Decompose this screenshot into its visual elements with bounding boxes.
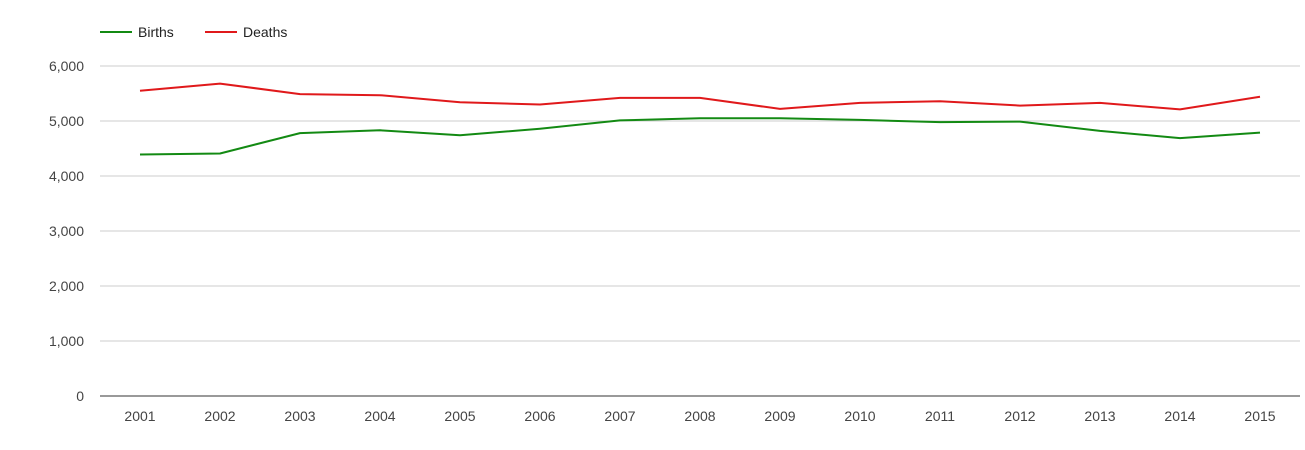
series-line-births (139, 117, 1261, 156)
legend-label-births: Births (138, 24, 174, 40)
legend-label-deaths: Deaths (243, 24, 287, 40)
x-tick-label: 2004 (364, 408, 395, 424)
y-tick-label: 5,000 (49, 113, 84, 129)
x-tick-label: 2012 (1004, 408, 1035, 424)
series-lines (139, 82, 1261, 156)
axes: 0 1,000 2,000 3,000 4,000 5,000 6,000 2001 2002 2… (49, 58, 1300, 424)
y-tick-label: 4,000 (49, 168, 84, 184)
legend: Births Deaths (100, 24, 287, 40)
x-tick-label: 2006 (524, 408, 555, 424)
gridlines (100, 65, 1300, 342)
x-tick-label: 2014 (1164, 408, 1195, 424)
series-line-deaths (139, 82, 1261, 111)
x-tick-label: 2008 (684, 408, 715, 424)
y-tick-label: 3,000 (49, 223, 84, 239)
x-tick-label: 2011 (925, 408, 955, 424)
y-tick-label: 1,000 (49, 333, 84, 349)
y-tick-label: 6,000 (49, 58, 84, 74)
x-tick-label: 2007 (604, 408, 635, 424)
x-tick-label: 2002 (204, 408, 235, 424)
y-tick-label: 0 (76, 388, 84, 404)
x-tick-label: 2009 (764, 408, 795, 424)
x-tick-label: 2001 (124, 408, 155, 424)
x-tick-label: 2015 (1244, 408, 1275, 424)
x-tick-label: 2005 (444, 408, 475, 424)
x-tick-label: 2013 (1084, 408, 1115, 424)
x-tick-label: 2003 (284, 408, 315, 424)
y-tick-label: 2,000 (49, 278, 84, 294)
x-tick-label: 2010 (844, 408, 875, 424)
